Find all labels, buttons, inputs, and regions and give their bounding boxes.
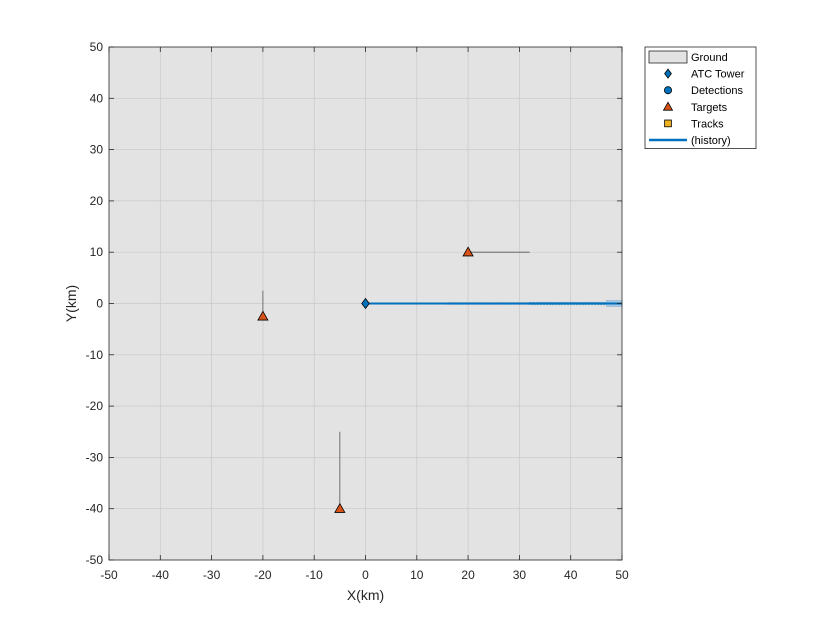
y-tick-label: 20 [90,194,104,208]
y-tick-label: 10 [90,245,104,259]
y-axis-label: Y(km) [63,285,79,322]
targets-marker [257,310,269,321]
legend-box [644,46,757,149]
legend-label-ground: Ground [691,52,728,64]
y-tick-label: -40 [86,502,104,516]
y-tick-label: -50 [86,553,104,567]
legend-label-tracks: Tracks [691,118,724,130]
x-tick-label: -20 [254,568,272,582]
legend-icon-tracks [664,119,672,128]
legend-icon-atc-tower [664,68,672,79]
legend-icon-ground [648,50,688,64]
x-axis-label: X(km) [347,587,384,603]
legend-label-atc-tower: ATC Tower [691,69,745,81]
y-tick-label: -30 [86,450,104,464]
y-tick-label: 30 [90,143,104,157]
targets-marker [462,246,474,257]
y-tick-label: 40 [90,91,104,105]
x-tick-label: 30 [513,568,527,582]
y-tick-label: -20 [86,399,104,413]
x-tick-label: 40 [564,568,578,582]
legend-label-detections: Detections [691,85,743,97]
legend-icon-detections [664,86,673,95]
x-tick-label: -50 [100,568,118,582]
targets-marker [334,502,346,513]
legend-label-history: (history) [691,135,731,147]
y-tick-label: 50 [90,40,104,54]
x-tick-label: 0 [362,568,369,582]
atc-tower-marker [361,297,370,310]
x-tick-label: -40 [152,568,170,582]
x-tick-label: 10 [410,568,424,582]
x-tick-label: -10 [306,568,324,582]
x-tick-label: 20 [461,568,475,582]
legend-label-targets: Targets [691,102,728,114]
x-tick-label: -30 [203,568,221,582]
legend-icon-targets [662,101,674,111]
y-tick-label: -10 [86,348,104,362]
y-tick-label: 0 [96,297,103,311]
x-tick-label: 50 [615,568,629,582]
